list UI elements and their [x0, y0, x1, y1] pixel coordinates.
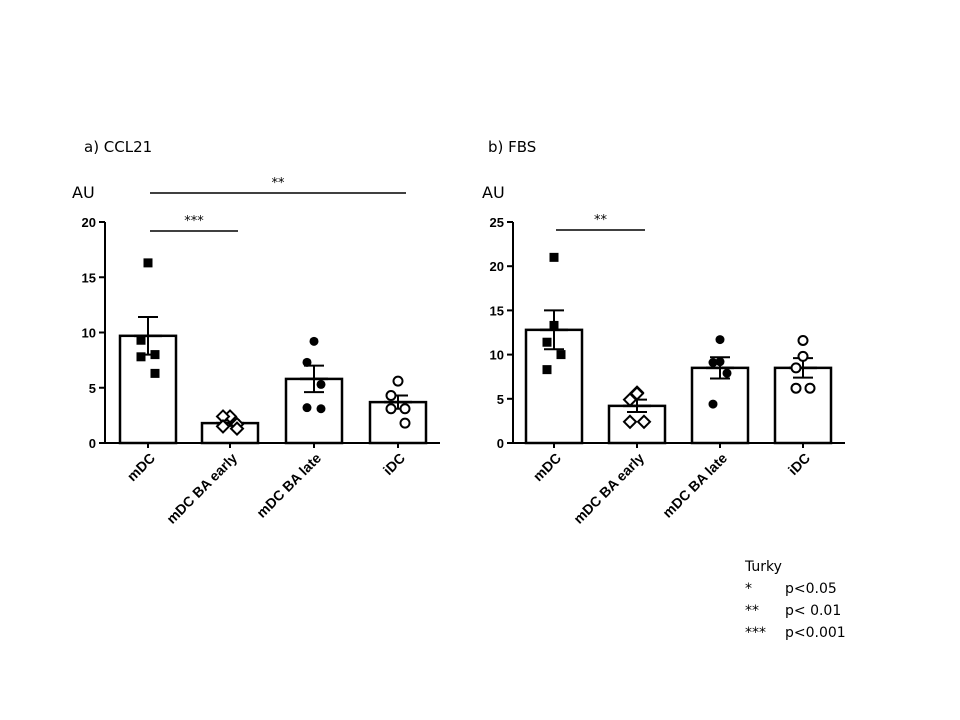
data-point	[549, 320, 559, 330]
data-point	[229, 421, 245, 437]
legend-symbol: ***	[745, 625, 766, 641]
x-tick-label: mDC BA early	[163, 450, 240, 527]
data-point	[708, 358, 718, 368]
y-tick-label: 0	[89, 436, 96, 451]
chart-title: a) CCL21	[84, 138, 152, 156]
data-point	[316, 404, 326, 414]
data-point	[399, 403, 411, 415]
data-point	[309, 336, 319, 346]
legend-text: p< 0.01	[785, 603, 842, 619]
legend-row-p001: ** p< 0.01	[745, 600, 846, 622]
data-point	[790, 362, 802, 374]
chart-title: b) FBS	[488, 138, 536, 156]
data-point	[708, 399, 718, 409]
y-tick-label: 10	[490, 348, 504, 363]
y-tick-label: 5	[497, 392, 504, 407]
x-tick-label: mDC	[124, 450, 158, 484]
data-point	[556, 350, 566, 360]
data-point	[136, 352, 146, 362]
legend-symbol: **	[745, 603, 759, 619]
legend-row-p005: * p<0.05	[745, 578, 846, 600]
bar	[773, 366, 833, 445]
data-point	[722, 368, 732, 378]
data-point	[385, 403, 397, 415]
significance-label: ***	[184, 214, 204, 229]
data-point	[136, 335, 146, 345]
chart-panel-1: b) FBS AU 0 5 10 15 20 25 mDC mDC BA early mDC BA …	[482, 138, 845, 527]
data-point	[392, 375, 404, 387]
bar	[690, 366, 750, 445]
y-tick-label: 15	[82, 270, 96, 285]
data-point	[715, 357, 725, 367]
data-point	[636, 414, 652, 430]
y-tick-label: 20	[82, 215, 96, 230]
data-point	[797, 334, 809, 346]
x-tick-label: mDC BA late	[253, 450, 324, 521]
legend-symbol: *	[745, 581, 752, 597]
legend-title: Turky	[745, 559, 782, 575]
data-point	[790, 382, 802, 394]
y-tick-label: 10	[82, 326, 96, 341]
y-axis-label: AU	[72, 183, 95, 202]
data-point	[542, 337, 552, 347]
data-point	[385, 389, 397, 401]
legend-row-p0001: *** p<0.001	[745, 622, 846, 644]
bar	[607, 404, 667, 445]
data-point	[150, 368, 160, 378]
significance-legend: Turky * p<0.05 ** p< 0.01 *** p<0.001	[745, 556, 846, 644]
x-tick-label: mDC BA late	[659, 450, 730, 521]
data-point	[215, 419, 231, 434]
x-tick-label: mDC BA early	[570, 450, 647, 527]
significance-label: **	[594, 213, 608, 228]
legend-text: p<0.05	[785, 581, 837, 597]
data-point	[549, 252, 559, 262]
data-point	[622, 414, 638, 430]
x-tick-label: iDC	[380, 450, 408, 478]
legend-text: p<0.001	[785, 625, 846, 641]
data-point	[804, 382, 816, 394]
x-tick-label: iDC	[785, 450, 813, 478]
data-point	[715, 335, 725, 345]
data-point	[302, 403, 312, 413]
significance-label: **	[272, 176, 286, 191]
y-tick-label: 25	[490, 215, 504, 230]
y-tick-label: 5	[89, 381, 96, 396]
data-point	[797, 350, 809, 362]
x-tick-label: mDC	[530, 450, 564, 484]
data-point	[542, 365, 552, 375]
data-point	[316, 379, 326, 389]
y-axis-label: AU	[482, 183, 505, 202]
data-point	[622, 392, 638, 408]
y-tick-label: 20	[490, 259, 504, 274]
y-tick-label: 0	[497, 436, 504, 451]
chart-panel-0: a) CCL21 AU 0 5 10 15 20 mDC mDC BA early mDC BA …	[72, 138, 440, 527]
y-tick-label: 15	[490, 303, 504, 318]
data-point	[150, 350, 160, 360]
data-point	[143, 258, 153, 268]
data-point	[302, 357, 312, 367]
data-point	[399, 417, 411, 429]
